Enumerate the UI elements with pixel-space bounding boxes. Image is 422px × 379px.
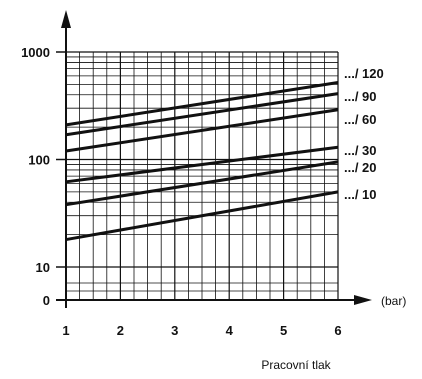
series-line — [65, 92, 339, 137]
x-axis-arrow — [354, 295, 372, 305]
x-tick-label: 6 — [334, 323, 341, 338]
grid — [65, 51, 339, 300]
series-label: .../ 30 — [344, 143, 377, 158]
y-tick-label: 1000 — [21, 45, 50, 60]
y-axis-arrow — [61, 10, 71, 28]
series-line — [65, 145, 339, 184]
x-tick-label: 3 — [171, 323, 178, 338]
series-label: .../ 90 — [344, 89, 377, 104]
x-tick-label: 5 — [280, 323, 287, 338]
x-axis-title: Pracovní tlak — [261, 358, 331, 372]
x-tick-label: 1 — [62, 323, 69, 338]
y-tick-label: 10 — [36, 260, 50, 275]
series-group — [65, 81, 339, 242]
series-label: .../ 120 — [344, 66, 384, 81]
x-tick-label: 4 — [226, 323, 234, 338]
series-line — [65, 108, 339, 153]
x-tick-label: 2 — [117, 323, 124, 338]
axes — [56, 10, 372, 308]
series-line — [65, 160, 339, 207]
series-label: .../ 60 — [344, 112, 377, 127]
series-label: .../ 20 — [344, 160, 377, 175]
y-tick-label: 0 — [43, 293, 50, 308]
series-line — [65, 81, 339, 127]
x-axis-unit: (bar) — [381, 294, 406, 308]
series-label: .../ 10 — [344, 187, 377, 202]
y-tick-label: 100 — [28, 153, 50, 168]
series-line — [65, 190, 339, 242]
